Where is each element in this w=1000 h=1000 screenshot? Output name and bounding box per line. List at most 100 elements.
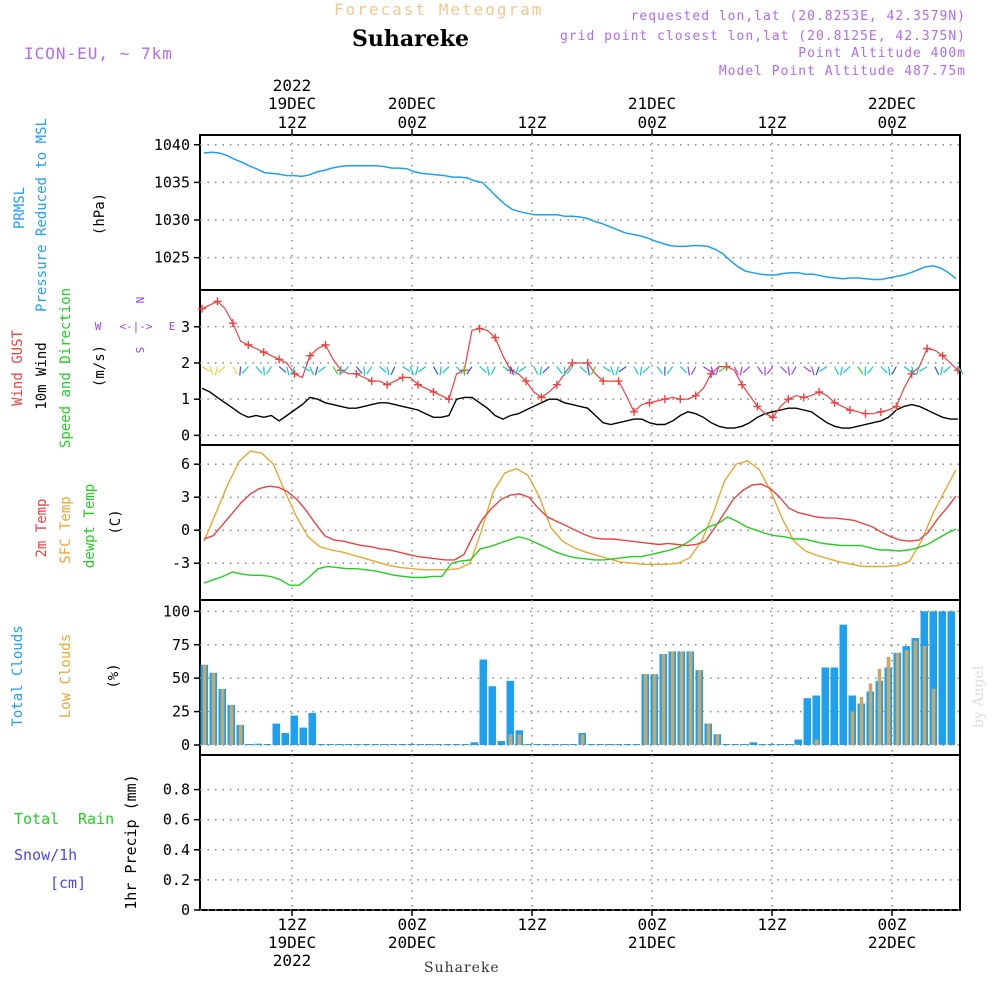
wind-arrow-24 bbox=[386, 366, 390, 376]
low-cloud-bar-81 bbox=[931, 688, 936, 745]
bottom-time-l1-0: 12Z bbox=[278, 915, 307, 934]
wind-arrow-33 bbox=[456, 366, 463, 374]
wind-arrow-4 bbox=[232, 366, 239, 375]
low-cloud-bar-72 bbox=[850, 711, 855, 745]
wind-arrow-76 bbox=[787, 366, 791, 376]
top-time-l1-1: 00Z bbox=[398, 113, 427, 132]
ytick-label-p2-2: 2 bbox=[181, 354, 190, 372]
wind-arrow-32 bbox=[442, 366, 450, 374]
wind-arrow-67 bbox=[715, 366, 720, 376]
wind-arrow-16 bbox=[317, 366, 326, 373]
model-label: ICON-EU, ~ 7km bbox=[24, 44, 173, 63]
total-cloud-bar-39 bbox=[551, 744, 559, 745]
gust-marker-82 bbox=[830, 398, 839, 407]
total-cloud-bar-83 bbox=[947, 611, 955, 745]
wind-arrow-57 bbox=[639, 366, 643, 376]
bottom-time-l2-5: 22DEC bbox=[868, 933, 916, 952]
total-cloud-bar-59 bbox=[731, 744, 739, 745]
label-precip-unit: 1hr Precip (mm) bbox=[122, 774, 140, 909]
wind-arrow-3 bbox=[217, 366, 226, 373]
wind-arrow-81 bbox=[818, 366, 828, 373]
wind-arrow-70 bbox=[739, 366, 743, 376]
total-cloud-bar-70 bbox=[830, 667, 838, 745]
wind-arrow-23 bbox=[379, 366, 387, 373]
low-cloud-bar-53 bbox=[679, 651, 684, 745]
total-cloud-bar-34 bbox=[506, 680, 514, 745]
ytick-label-p5-4: 0.8 bbox=[163, 781, 190, 799]
label-snow-1h: Snow/1h bbox=[14, 846, 77, 864]
station-title: Suhareke bbox=[352, 26, 469, 52]
wind-arrow-29 bbox=[418, 366, 427, 373]
wind-arrow-19 bbox=[341, 366, 350, 374]
wind-arrow-59 bbox=[656, 366, 664, 375]
sfc-temp-line bbox=[203, 450, 957, 571]
low-cloud-bar-0 bbox=[202, 664, 207, 745]
wind-arrow-0 bbox=[201, 366, 211, 372]
compass-rose: <-|-> bbox=[119, 320, 152, 333]
total-cloud-bar-64 bbox=[776, 744, 784, 745]
wind-arrow-35 bbox=[466, 366, 473, 375]
ytick-label-p3-0: -3 bbox=[172, 554, 190, 572]
low-cloud-bar-68 bbox=[814, 739, 819, 745]
dewpt-temp-line bbox=[203, 516, 957, 586]
ytick-label-p2-1: 1 bbox=[181, 390, 190, 408]
low-cloud-bar-2 bbox=[220, 688, 225, 745]
data-series bbox=[198, 151, 964, 745]
total-cloud-bar-33 bbox=[497, 741, 505, 745]
wind-arrow-12 bbox=[290, 366, 296, 376]
total-cloud-bar-62 bbox=[758, 744, 766, 745]
total-cloud-bar-10 bbox=[290, 715, 298, 745]
top-time-l1-5: 00Z bbox=[878, 113, 907, 132]
label-10m-wind: 10m Wind bbox=[34, 342, 50, 409]
gust-marker-32 bbox=[444, 395, 453, 404]
low-cloud-bar-57 bbox=[715, 734, 720, 745]
total-cloud-bar-28 bbox=[452, 744, 460, 745]
total-cloud-bar-7 bbox=[263, 744, 271, 745]
wind-arrow-9 bbox=[265, 366, 272, 375]
wind-arrow-5 bbox=[239, 366, 242, 376]
total-cloud-bar-26 bbox=[434, 744, 442, 745]
meteogram-type-label: Forecast Meteogram bbox=[334, 0, 544, 19]
low-cloud-bar-51 bbox=[661, 654, 666, 745]
label-low-clouds: Low Clouds bbox=[58, 634, 74, 718]
gust-marker-86 bbox=[861, 409, 870, 418]
top-time-l2-1: 20DEC bbox=[388, 94, 436, 113]
total-cloud-bar-29 bbox=[461, 744, 469, 745]
wind-arrow-38 bbox=[490, 366, 496, 375]
wind-arrow-75 bbox=[780, 366, 788, 374]
bottom-time-l1-5: 00Z bbox=[878, 915, 907, 934]
wind-arrow-42 bbox=[518, 366, 527, 373]
wind-arrow-46 bbox=[556, 366, 563, 375]
wind-gust-line bbox=[201, 300, 959, 419]
requested-coords: requested lon,lat (20.8253E, 42.3579N) bbox=[630, 9, 966, 24]
bottom-time-l1-1: 00Z bbox=[398, 915, 427, 934]
wind-arrow-21 bbox=[363, 366, 366, 376]
wind-arrow-48 bbox=[566, 366, 573, 375]
gust-marker-74 bbox=[768, 413, 777, 422]
wind-arrow-15 bbox=[314, 366, 319, 376]
gust-marker-46 bbox=[552, 380, 561, 389]
ytick-label-p2-3: 3 bbox=[181, 318, 190, 336]
label-wind-gust: Wind GUST bbox=[10, 330, 26, 406]
wind-arrow-95 bbox=[934, 366, 940, 376]
wind-arrow-78 bbox=[803, 366, 812, 373]
total-cloud-bar-43 bbox=[587, 744, 595, 745]
gust-marker-4 bbox=[228, 319, 237, 328]
gust-marker-56 bbox=[630, 407, 638, 416]
gust-marker-36 bbox=[475, 324, 484, 333]
gust-marker-8 bbox=[259, 348, 268, 357]
gust-marker-88 bbox=[876, 407, 885, 416]
gust-marker-16 bbox=[321, 340, 330, 349]
total-cloud-bar-27 bbox=[443, 744, 451, 745]
gust-marker-38 bbox=[491, 333, 500, 342]
gust-marker-62 bbox=[676, 395, 685, 404]
wind-arrow-51 bbox=[590, 366, 596, 375]
ytick-label-p3-2: 3 bbox=[181, 488, 190, 506]
wind-arrow-25 bbox=[390, 366, 396, 376]
wind-10m-line bbox=[201, 387, 958, 429]
wind-arrow-89 bbox=[887, 366, 891, 376]
gust-marker-90 bbox=[892, 402, 901, 411]
total-cloud-bar-63 bbox=[767, 744, 775, 745]
label-rain: Rain bbox=[78, 810, 114, 828]
label-sfc-temp: SFC Temp bbox=[58, 496, 74, 563]
